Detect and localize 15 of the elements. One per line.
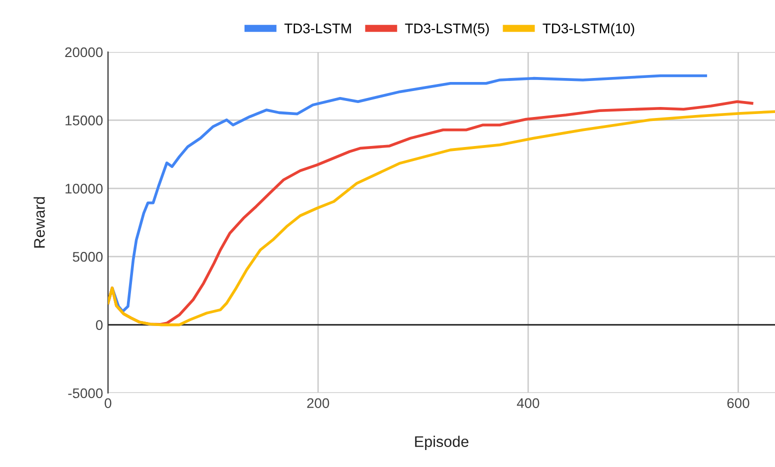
x-tick-label: 200 xyxy=(307,398,330,408)
y-tick-label: 20000 xyxy=(65,47,103,58)
legend-label: TD3-LSTM(10) xyxy=(542,23,634,36)
x-tick-label: 600 xyxy=(727,398,750,408)
y-tick-label: -5000 xyxy=(68,388,103,398)
x-tick-label: 400 xyxy=(516,398,540,408)
legend-label: TD3-LSTM(5) xyxy=(405,23,489,36)
legend-label: TD3-LSTM xyxy=(284,24,351,34)
y-tick-label: 15000 xyxy=(66,116,103,126)
x-axis-title: Episode xyxy=(415,436,468,450)
y-tick-label: 0 xyxy=(96,320,103,330)
y-tick-label: 5000 xyxy=(72,252,103,262)
y-axis-title: Reward xyxy=(34,197,45,248)
y-tick-label: 10000 xyxy=(66,184,103,194)
x-tick-label: 0 xyxy=(104,398,112,408)
